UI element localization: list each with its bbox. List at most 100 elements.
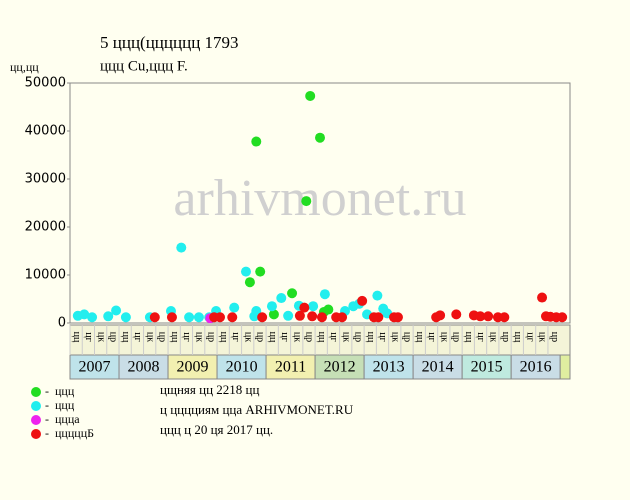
year-label: 2009 [177, 359, 209, 376]
point [166, 312, 177, 323]
watermark: arhivmonet.ru [173, 170, 466, 227]
point [251, 306, 262, 316]
legend-marker [31, 387, 41, 397]
point [149, 312, 160, 323]
point [357, 295, 368, 306]
y-tick-label: 50000 [25, 76, 66, 91]
quarter-label: цг [132, 332, 143, 341]
point [319, 289, 330, 300]
quarter-label: цг [426, 332, 437, 341]
quarter-label: цр [500, 332, 511, 342]
point [244, 277, 255, 288]
point [276, 293, 287, 304]
point [483, 311, 494, 322]
point [537, 292, 548, 303]
quarter-label: цг [328, 332, 339, 341]
quarter-label: цр [206, 332, 217, 342]
legend-label: цццццБ [55, 426, 94, 440]
point [255, 266, 266, 277]
quarter-label: цк [537, 332, 548, 342]
quarter-label: цр [353, 332, 364, 342]
point [251, 136, 262, 147]
quarter-label: цц [365, 332, 376, 343]
point [184, 312, 195, 323]
chart-subtitle: ццц Cu,ццц F. [100, 58, 188, 74]
quarter-label: цр [108, 332, 119, 342]
quarter-label: цк [487, 332, 498, 342]
point [240, 266, 251, 277]
point [176, 242, 187, 253]
point [392, 312, 403, 323]
quarter-label: цц [512, 332, 523, 343]
quarter-label: цц [316, 332, 327, 343]
point [316, 312, 327, 323]
quarter-label: цг [181, 332, 192, 341]
quarter-label: цц [463, 332, 474, 343]
year-label: 2014 [422, 359, 454, 376]
quarter-label: цц [218, 332, 229, 343]
year-box [412, 354, 463, 380]
quarter-label: цк [144, 332, 155, 342]
note: цщняя цц 2218 цц [160, 382, 260, 397]
year-label: 2011 [275, 359, 306, 376]
y-tick-label: 20000 [25, 220, 66, 235]
quarter-label: цг [377, 332, 388, 341]
point [435, 310, 446, 321]
point [305, 90, 316, 101]
quarter-label: цр [255, 332, 266, 342]
quarter-label: цг [279, 332, 290, 341]
year-label: 2010 [226, 359, 258, 376]
point [268, 309, 279, 320]
y-tick-label: 40000 [25, 124, 66, 139]
legend-dash: - [45, 398, 49, 412]
point [557, 312, 568, 323]
point [301, 196, 312, 207]
y-tick-label: 10000 [25, 268, 66, 283]
quarter-label: цг [230, 332, 241, 341]
quarter-label: цр [451, 332, 462, 342]
legend-dash: - [45, 384, 49, 398]
point [337, 312, 348, 323]
quarter-label: цц [120, 332, 131, 343]
legend-marker [31, 415, 41, 425]
year-label: 2016 [520, 359, 552, 376]
point [299, 302, 310, 313]
point [287, 288, 298, 299]
quarter-label: цр [157, 332, 168, 342]
legend-dash: - [45, 426, 49, 440]
quarter-label: цг [524, 332, 535, 341]
legend-label: ццца [55, 412, 80, 426]
legend-label: ццц [55, 384, 75, 398]
y-tick-label: 30000 [25, 172, 66, 187]
legend-marker [31, 429, 41, 439]
legend-dash: - [45, 412, 49, 426]
point [499, 312, 510, 323]
quarter-label: цк [438, 332, 449, 342]
year-label: 2007 [79, 359, 111, 376]
quarter-label: цк [340, 332, 351, 342]
point [215, 312, 225, 323]
year-box-tail [559, 354, 571, 380]
legend-marker [31, 401, 41, 411]
point [307, 311, 318, 322]
point [283, 310, 294, 321]
legend-label: ццц [55, 398, 75, 412]
quarter-label: цр [402, 332, 413, 342]
point [87, 312, 98, 323]
quarter-label: цк [193, 332, 204, 342]
year-box [216, 354, 267, 380]
year-box [265, 354, 316, 380]
point [373, 312, 384, 323]
quarter-label: цк [242, 332, 253, 342]
point [111, 305, 122, 316]
point [193, 312, 204, 323]
quarter-label: цц [414, 332, 425, 343]
year-label: 2012 [324, 359, 356, 376]
year-box [461, 354, 512, 380]
note: ц цццциям цца ARHIVMONET.RU [160, 402, 354, 417]
year-box [118, 354, 169, 380]
plot-area [69, 82, 571, 324]
point [227, 312, 238, 323]
quarter-label: цц [71, 332, 82, 343]
